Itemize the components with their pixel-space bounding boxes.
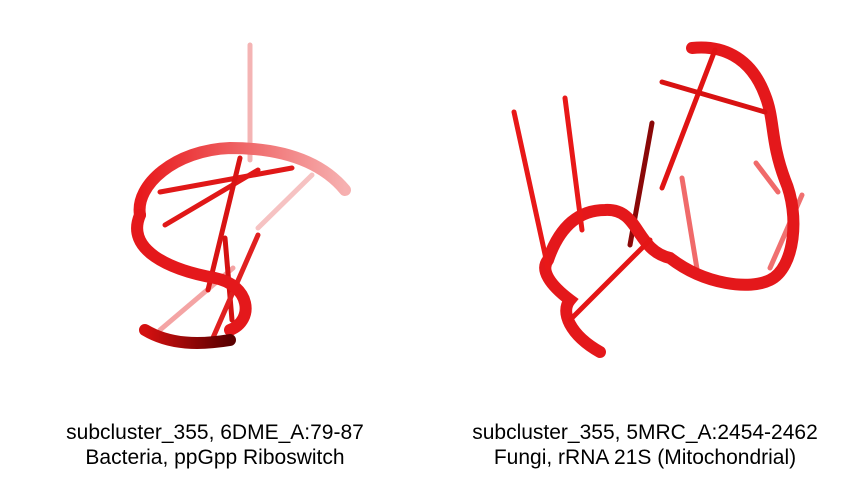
structure-title: subcluster_355, 6DME_A:79-87 <box>66 421 364 444</box>
left-structure-panel: subcluster_355, 6DME_A:79-87 Bacteria, p… <box>66 42 364 469</box>
backbone-tail <box>139 324 236 349</box>
base-stick <box>255 172 315 231</box>
base-stick <box>205 155 243 293</box>
right-structure-panel: subcluster_355, 5MRC_A:2454-2462 Fungi, … <box>430 0 860 480</box>
structure-title: subcluster_355, 5MRC_A:2454-2462 <box>472 421 818 444</box>
base-stick <box>753 160 781 195</box>
base-stick <box>157 165 295 195</box>
structure-subtitle: Fungi, rRNA 21S (Mitochondrial) <box>493 446 797 469</box>
base-stick <box>162 167 261 228</box>
structure-subtitle: Bacteria, ppGpp Riboswitch <box>85 446 345 469</box>
base-stick <box>659 47 718 191</box>
backbone-loop <box>539 41 800 358</box>
rna-structure-5mrc <box>511 41 805 358</box>
backbone-upper <box>133 141 351 221</box>
base-stick <box>659 79 768 115</box>
rna-structure-6dme <box>131 42 351 349</box>
base-stick <box>562 95 585 233</box>
base-stick <box>679 175 701 278</box>
backbone-lower <box>131 209 252 336</box>
base-stick <box>567 237 653 323</box>
base-stick <box>511 109 551 271</box>
